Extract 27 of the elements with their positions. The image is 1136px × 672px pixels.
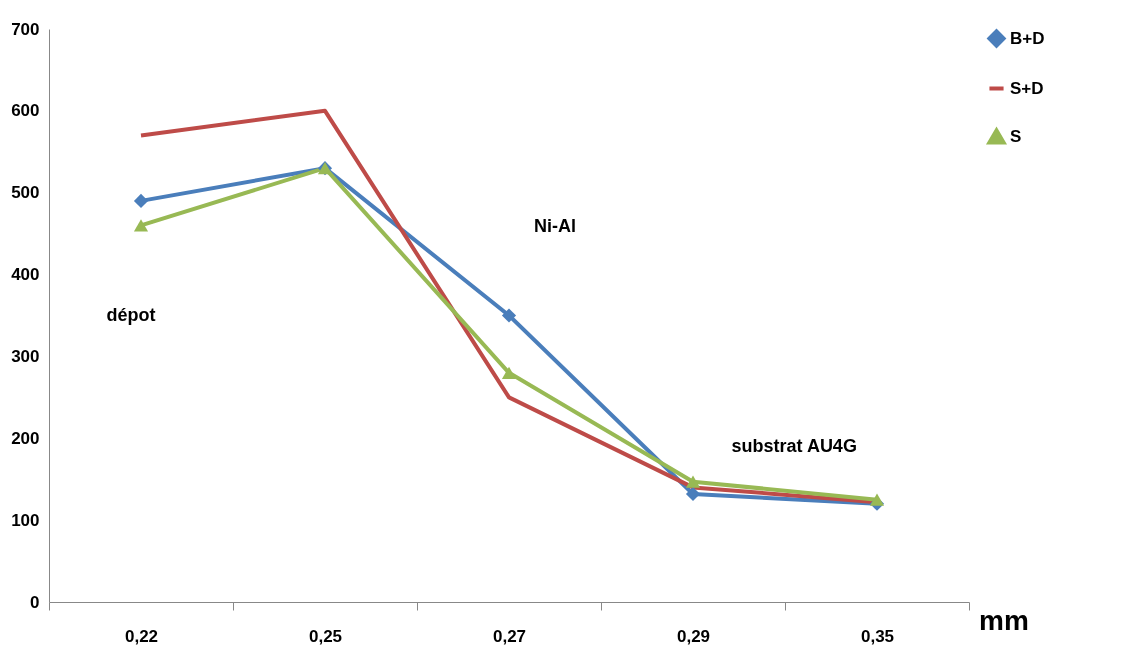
point	[501, 308, 517, 323]
y-tick-label: 400	[11, 265, 40, 285]
point	[133, 193, 149, 208]
y-tick-label: 200	[11, 428, 40, 448]
x-tick-label: 0,35	[860, 626, 895, 646]
x-tick-label: 0,25	[308, 626, 343, 646]
point	[685, 486, 701, 502]
y-tick-label: 300	[11, 346, 40, 366]
legend-label: S+D	[1010, 78, 1044, 98]
y-tick-label: 100	[11, 510, 40, 530]
point	[685, 475, 701, 488]
annotation: substrat AU4G	[731, 436, 857, 457]
x-axis-title: mm	[979, 605, 1029, 636]
y-tick-label: 700	[11, 19, 40, 39]
y-tick-label: 500	[11, 183, 40, 203]
y-tick-label: 600	[11, 101, 40, 121]
legend-label: B+D	[1010, 28, 1045, 48]
point	[133, 219, 149, 232]
x-tick-label: 0,22	[124, 626, 159, 646]
x-tick-label: 0,27	[492, 626, 527, 646]
y-tick-label: 0	[30, 592, 40, 612]
annotation: Ni-Al	[534, 215, 576, 236]
point	[869, 493, 885, 506]
legend-label: S	[1010, 126, 1022, 146]
point	[501, 366, 517, 379]
annotation: dépot	[106, 304, 156, 325]
x-tick-label: 0,29	[676, 626, 711, 646]
